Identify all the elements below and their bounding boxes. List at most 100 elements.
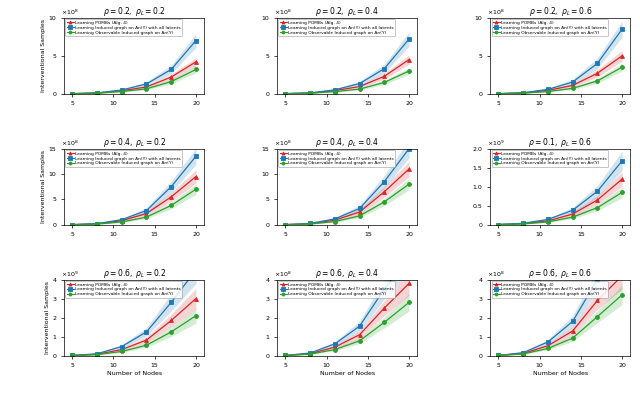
Learning POMBs (Alg. 4) (68, 91, 76, 96)
Learning POMBs (Alg. 4) (143, 338, 150, 342)
Learning Induced graph on An(Y) with all latents (118, 88, 125, 92)
Learning POMBs (Alg. 4) (282, 222, 289, 227)
Learning POMBs (Alg. 4) (356, 332, 364, 337)
Legend: Learning POMBs (Alg. 4), Learning Induced graph on An(Y) with all latents, Learn: Learning POMBs (Alg. 4), Learning Induce… (492, 150, 608, 167)
Line: Learning Observable Induced graph on An(Y): Learning Observable Induced graph on An(… (284, 182, 411, 227)
Learning Induced graph on An(Y) with all latents (544, 217, 552, 222)
Learning Observable Induced graph on An(Y) (544, 220, 552, 224)
Learning POMBs (Alg. 4) (593, 198, 601, 202)
Learning Induced graph on An(Y) with all latents (380, 287, 388, 292)
Text: $\times 10^{8}$: $\times 10^{8}$ (488, 7, 505, 17)
Learning Induced graph on An(Y) with all latents (331, 342, 339, 346)
Title: $\rho = 0.4,\ \rho_L = 0.2$: $\rho = 0.4,\ \rho_L = 0.2$ (102, 136, 166, 149)
Learning Observable Induced graph on An(Y) (618, 190, 626, 195)
Learning POMBs (Alg. 4) (356, 210, 364, 215)
Learning Observable Induced graph on An(Y) (519, 222, 527, 226)
Learning Induced graph on An(Y) with all latents (68, 222, 76, 227)
Learning POMBs (Alg. 4) (192, 296, 200, 301)
Learning POMBs (Alg. 4) (331, 345, 339, 349)
Learning Induced graph on An(Y) with all latents (192, 38, 200, 43)
Learning Observable Induced graph on An(Y) (118, 349, 125, 354)
Line: Learning Observable Induced graph on An(Y): Learning Observable Induced graph on An(… (284, 300, 411, 357)
Learning Observable Induced graph on An(Y) (618, 292, 626, 297)
Learning POMBs (Alg. 4) (495, 353, 502, 358)
Learning Observable Induced graph on An(Y) (168, 79, 175, 84)
Learning POMBs (Alg. 4) (168, 75, 175, 79)
Learning POMBs (Alg. 4) (519, 351, 527, 356)
Line: Learning Induced graph on An(Y) with all latents: Learning Induced graph on An(Y) with all… (284, 147, 411, 227)
Text: $\times 10^{8}$: $\times 10^{8}$ (61, 139, 79, 148)
Line: Learning POMBs (Alg. 4): Learning POMBs (Alg. 4) (497, 54, 624, 95)
Learning Induced graph on An(Y) with all latents (282, 222, 289, 227)
Y-axis label: Interventional Samples: Interventional Samples (41, 150, 46, 223)
Learning POMBs (Alg. 4) (405, 281, 413, 286)
Learning Induced graph on An(Y) with all latents (593, 61, 601, 66)
Learning Induced graph on An(Y) with all latents (569, 208, 577, 213)
Learning POMBs (Alg. 4) (68, 222, 76, 227)
Learning POMBs (Alg. 4) (307, 91, 314, 95)
Learning Observable Induced graph on An(Y) (593, 205, 601, 210)
Learning Observable Induced graph on An(Y) (331, 219, 339, 224)
Learning Observable Induced graph on An(Y) (356, 87, 364, 92)
Text: $\times 10^{8}$: $\times 10^{8}$ (275, 7, 292, 17)
Line: Learning Observable Induced graph on An(Y): Learning Observable Induced graph on An(… (284, 69, 411, 95)
Learning POMBs (Alg. 4) (380, 189, 388, 194)
Learning Observable Induced graph on An(Y) (282, 91, 289, 96)
Learning POMBs (Alg. 4) (68, 353, 76, 358)
Learning POMBs (Alg. 4) (569, 329, 577, 333)
Learning Observable Induced graph on An(Y) (405, 182, 413, 187)
Learning Observable Induced graph on An(Y) (380, 200, 388, 204)
Title: $\rho = 0.6,\ \rho_L = 0.6$: $\rho = 0.6,\ \rho_L = 0.6$ (529, 266, 592, 279)
Line: Learning POMBs (Alg. 4): Learning POMBs (Alg. 4) (497, 274, 624, 357)
X-axis label: Number of Nodes: Number of Nodes (106, 371, 162, 376)
Learning POMBs (Alg. 4) (593, 298, 601, 303)
Learning Observable Induced graph on An(Y) (380, 320, 388, 325)
Learning POMBs (Alg. 4) (282, 91, 289, 96)
Learning POMBs (Alg. 4) (331, 88, 339, 93)
Learning Observable Induced graph on An(Y) (307, 222, 314, 226)
Learning POMBs (Alg. 4) (168, 318, 175, 323)
Title: $\rho = 0.6,\ \rho_L = 0.4$: $\rho = 0.6,\ \rho_L = 0.4$ (316, 266, 379, 279)
Learning Observable Induced graph on An(Y) (618, 65, 626, 70)
Learning Induced graph on An(Y) with all latents (168, 184, 175, 189)
Learning POMBs (Alg. 4) (519, 221, 527, 226)
Learning Observable Induced graph on An(Y) (143, 215, 150, 219)
Legend: Learning POMBs (Alg. 4), Learning Induced graph on An(Y) with all latents, Learn: Learning POMBs (Alg. 4), Learning Induce… (492, 281, 608, 298)
Learning Induced graph on An(Y) with all latents (380, 66, 388, 71)
Learning Observable Induced graph on An(Y) (544, 89, 552, 94)
Learning POMBs (Alg. 4) (593, 71, 601, 75)
Learning Induced graph on An(Y) with all latents (519, 221, 527, 226)
Line: Learning POMBs (Alg. 4): Learning POMBs (Alg. 4) (497, 177, 624, 226)
Learning Induced graph on An(Y) with all latents (282, 353, 289, 358)
X-axis label: Number of Nodes: Number of Nodes (532, 371, 588, 376)
Title: $\rho = 0.2,\ \rho_L = 0.4$: $\rho = 0.2,\ \rho_L = 0.4$ (316, 5, 379, 18)
Learning POMBs (Alg. 4) (192, 174, 200, 179)
Learning Induced graph on An(Y) with all latents (307, 351, 314, 355)
Title: $\rho = 0.1,\ \rho_L = 0.6$: $\rho = 0.1,\ \rho_L = 0.6$ (529, 136, 592, 149)
Learning POMBs (Alg. 4) (93, 91, 101, 95)
Text: $\times 10^{9}$: $\times 10^{9}$ (61, 270, 79, 279)
Learning POMBs (Alg. 4) (380, 74, 388, 79)
Learning Observable Induced graph on An(Y) (192, 67, 200, 72)
Learning POMBs (Alg. 4) (118, 219, 125, 223)
Learning Observable Induced graph on An(Y) (68, 353, 76, 358)
Line: Learning Observable Induced graph on An(Y): Learning Observable Induced graph on An(… (70, 314, 198, 357)
Learning Induced graph on An(Y) with all latents (519, 90, 527, 95)
Learning Observable Induced graph on An(Y) (307, 91, 314, 95)
Learning Induced graph on An(Y) with all latents (380, 179, 388, 184)
Learning POMBs (Alg. 4) (282, 353, 289, 358)
Line: Learning POMBs (Alg. 4): Learning POMBs (Alg. 4) (284, 281, 411, 357)
Text: $\times 10^{9}$: $\times 10^{9}$ (488, 139, 505, 148)
Learning Induced graph on An(Y) with all latents (593, 189, 601, 194)
Learning POMBs (Alg. 4) (168, 195, 175, 199)
Learning POMBs (Alg. 4) (118, 347, 125, 352)
Learning Induced graph on An(Y) with all latents (618, 27, 626, 31)
Learning Induced graph on An(Y) with all latents (68, 91, 76, 96)
Line: Learning Induced graph on An(Y) with all latents: Learning Induced graph on An(Y) with all… (497, 159, 624, 226)
Learning Induced graph on An(Y) with all latents (168, 300, 175, 305)
Learning Induced graph on An(Y) with all latents (93, 221, 101, 226)
Learning Observable Induced graph on An(Y) (544, 346, 552, 351)
Learning POMBs (Alg. 4) (118, 88, 125, 93)
Title: $\rho = 0.2,\ \rho_L = 0.2$: $\rho = 0.2,\ \rho_L = 0.2$ (103, 5, 165, 18)
Text: $\times 10^{8}$: $\times 10^{8}$ (275, 270, 292, 279)
